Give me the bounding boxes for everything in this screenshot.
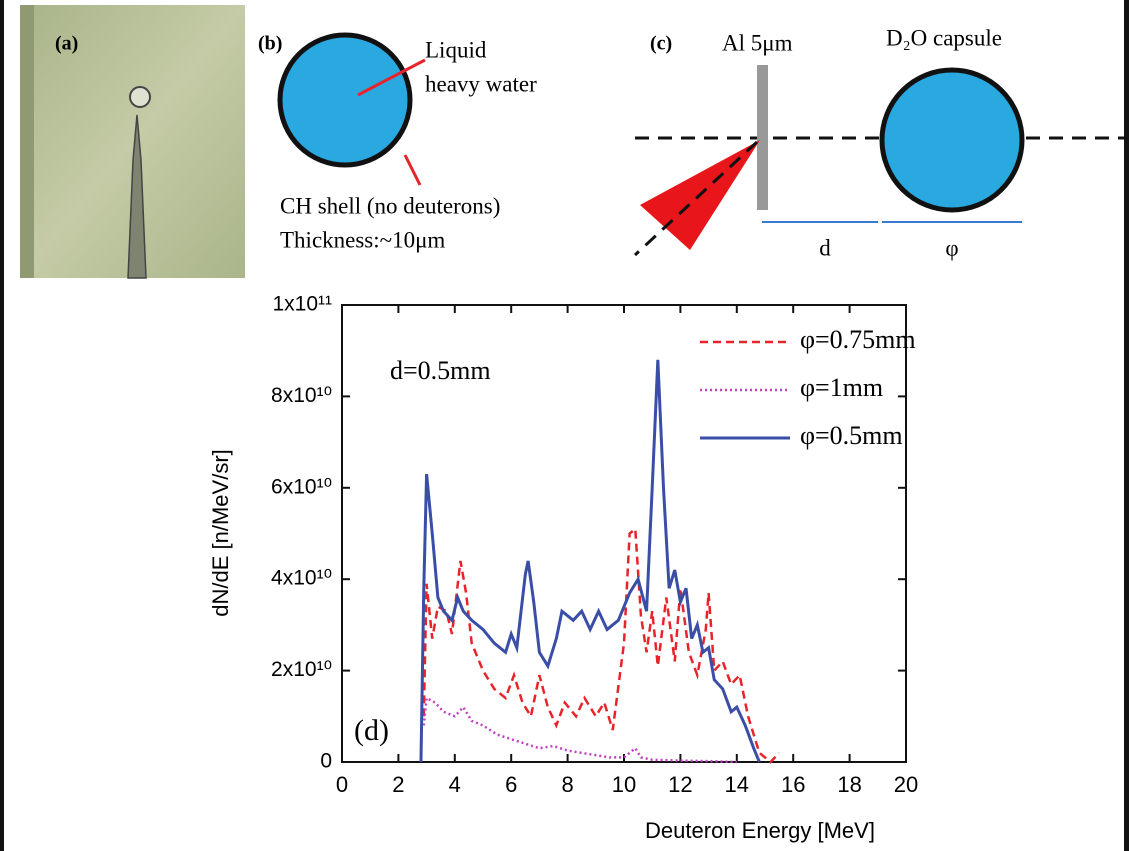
y-tick-label: 6x10¹⁰ <box>271 475 332 498</box>
data-line <box>419 359 761 763</box>
panel-label: (c) <box>650 33 672 55</box>
data-line <box>422 526 781 764</box>
y-tick-label: 2x10¹⁰ <box>271 658 332 681</box>
frame-right <box>1124 0 1129 851</box>
label: D₂O capsule <box>886 25 1002 50</box>
arrow <box>357 58 426 97</box>
panel-label: (a) <box>55 33 78 55</box>
label: Al 5μm <box>722 30 793 55</box>
legend-label: φ=0.5mm <box>800 421 903 450</box>
beam-axis <box>633 140 759 257</box>
panel-label: (b) <box>258 33 282 55</box>
x-tick-label: 10 <box>612 772 636 797</box>
y-tick-label: 4x10¹⁰ <box>271 567 332 590</box>
y-axis-label: dN/dE [n/MeV/sr] <box>208 449 233 617</box>
label: Liquid <box>425 37 487 62</box>
x-tick-label: 8 <box>561 772 573 797</box>
legend-label: φ=0.75mm <box>800 325 916 354</box>
legend-label: φ=1mm <box>800 373 883 402</box>
x-tick-label: 0 <box>336 772 348 797</box>
x-tick-label: 2 <box>392 772 404 797</box>
label: φ <box>945 235 958 260</box>
photo <box>20 5 245 279</box>
label: Thickness:~10μm <box>280 227 445 252</box>
capsule <box>277 32 413 168</box>
x-tick-label: 18 <box>837 772 861 797</box>
foil <box>757 65 768 210</box>
x-tick-label: 16 <box>781 772 805 797</box>
label: d <box>819 235 831 260</box>
arrow <box>403 154 422 186</box>
annotation: d=0.5mm <box>390 356 491 385</box>
x-axis-label: Deuteron Energy [MeV] <box>645 818 875 843</box>
panel-label: (d) <box>354 714 389 747</box>
capsule <box>879 67 1025 213</box>
x-tick-label: 4 <box>449 772 461 797</box>
plot: 0 2 4 6 8 10 12 14 16 18 20 0 2x10¹⁰ 4x10¹⁰ 6x10¹⁰ 8x10… <box>271 293 918 797</box>
y-tick-label: 8x10¹⁰ <box>271 384 332 407</box>
x-tick-label: 12 <box>668 772 692 797</box>
y-tick-label: 1x10¹¹ <box>272 293 332 316</box>
label: heavy water <box>425 71 537 96</box>
label: CH shell (no deuterons) <box>280 193 500 218</box>
x-tick-label: 6 <box>505 772 517 797</box>
x-tick-label: 14 <box>725 772 749 797</box>
frame-left <box>0 0 4 851</box>
data-line <box>422 696 737 764</box>
y-tick-label: 0 <box>320 750 332 773</box>
x-tick-label: 20 <box>894 772 918 797</box>
